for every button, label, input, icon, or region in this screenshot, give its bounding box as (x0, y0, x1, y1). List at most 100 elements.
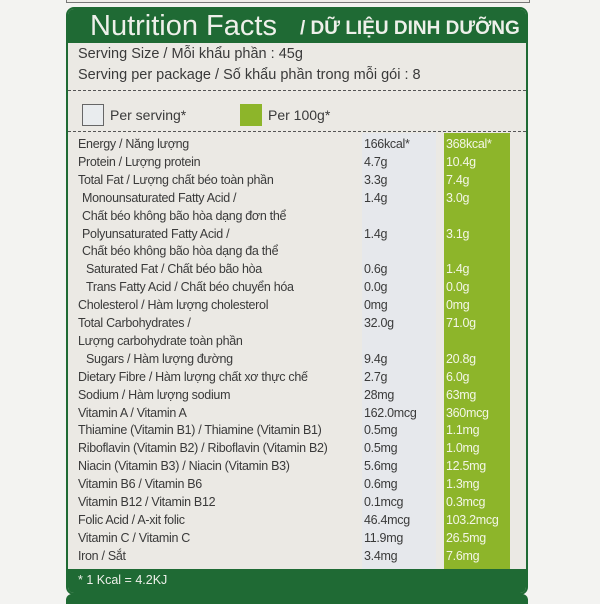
per-serving-value: 0.1mcg (364, 495, 404, 509)
nutrient-label: Iron / Sắt (78, 548, 126, 563)
title-english: Nutrition Facts (90, 10, 277, 42)
nutrient-label: Thiamine (Vitamin B1) / Thiamine (Vitami… (78, 423, 322, 438)
per-100g-value: 360mcg (446, 405, 489, 420)
per-serving-value: 2.7g (364, 369, 388, 384)
per-100g-value: 1.0mg (446, 441, 480, 456)
previous-panel-edge (66, 0, 530, 3)
per-100g-column (444, 133, 510, 569)
nutrient-row: Total Carbohydrates / 32.0g 71.0g (68, 316, 526, 334)
per-serving-value: 0.5mg (364, 441, 398, 456)
per-serving-value: 0.6mg (364, 477, 398, 492)
nutrient-row: Riboflavin (Vitamin B2) / Riboflavin (Vi… (68, 441, 526, 459)
per-100g-value: 63mg (446, 387, 477, 402)
title-vietnamese: / DỮ LIỆU DINH DƯỠNG (300, 18, 520, 39)
energy-conversion-note: * 1 Kcal = 4.2KJ (78, 573, 168, 587)
nutrient-label: Sugars / Hàm lượng đường (86, 351, 233, 366)
per-100g-value: 0.3mcg (446, 495, 486, 509)
per-serving-column (362, 133, 436, 569)
nutrient-row: Polyunsaturated Fatty Acid / 1.4g 3.1g (68, 227, 526, 245)
nutrient-label: Vitamin C / Vitamin C (78, 530, 191, 545)
per-100g-value: 6.0g (446, 369, 470, 384)
per-100g-label: Per 100g* (268, 107, 331, 123)
per-serving-value: 3.4mg (364, 548, 398, 563)
nutrient-label: Dietary Fibre / Hàm lượng chất xơ thực c… (78, 369, 308, 384)
nutrient-row: Total Fat / Lượng chất béo toàn phần 3.3g… (68, 173, 526, 191)
per-100g-value: 0mg (446, 298, 470, 313)
nutrient-row: Dietary Fibre / Hàm lượng chất xơ thực c… (68, 370, 526, 388)
nutrient-label: Chất béo không bão hòa dạng đơn thể (82, 208, 287, 223)
per-100g-value: 1.1mg (446, 423, 480, 438)
servings-per-package: Serving per package / Số khẩu phần trong… (78, 67, 421, 83)
per-100g-value: 7.6mg (446, 548, 480, 563)
nutrient-label: Chất béo không bão hòa dạng đa thể (82, 244, 279, 259)
serving-size: Serving Size / Mỗi khẩu phần : 45g (78, 46, 303, 62)
per-serving-value: 1.4g (364, 226, 388, 241)
nutrient-row: Thiamine (Vitamin B1) / Thiamine (Vitami… (68, 423, 526, 441)
nutrient-label: Sodium / Hàm lượng sodium (78, 387, 231, 402)
nutrient-row: Sugars / Hàm lượng đường 9.4g 20.8g (68, 352, 526, 370)
per-100g-value: 368kcal* (446, 137, 492, 151)
nutrient-row: Energy / Năng lượng 166kcal* 368kcal* (68, 137, 526, 155)
nutrient-label: Cholesterol / Hàm lượng cholesterol (78, 298, 269, 313)
nutrient-row: Monounsaturated Fatty Acid / 1.4g 3.0g (68, 191, 526, 209)
nutrient-row: Folic Acid / A-xit folic 46.4mcg 103.2mcg (68, 513, 526, 531)
nutrient-label: Saturated Fat / Chất béo bão hòa (86, 262, 262, 277)
divider (68, 90, 526, 91)
nutrient-label: Trans Fatty Acid / Chất béo chuyển hóa (86, 280, 294, 295)
nutrient-label: Total Carbohydrates / (78, 316, 191, 330)
nutrient-row: Chất béo không bão hòa dạng đa thể (68, 244, 526, 262)
nutrient-row: Vitamin B6 / Vitamin B6 0.6mg 1.3mg (68, 477, 526, 495)
per-100g-value: 0.0g (446, 280, 470, 295)
column-legend: Per serving* Per 100g* (68, 101, 526, 131)
nutrient-label: Riboflavin (Vitamin B2) / Riboflavin (Vi… (78, 441, 328, 456)
per-serving-value: 9.4g (364, 351, 388, 366)
nutrient-label: Total Fat / Lượng chất béo toàn phần (78, 172, 274, 187)
per-100g-value: 71.0g (446, 316, 476, 330)
nutrient-label: Lượng carbohydrate toàn phần (78, 333, 243, 348)
nutrient-label: Niacin (Vitamin B3) / Niacin (Vitamin B3… (78, 459, 290, 474)
per-serving-value: 4.7g (364, 154, 388, 169)
footer-note-bar: * 1 Kcal = 4.2KJ (68, 569, 526, 593)
per-serving-value: 0.6g (364, 262, 388, 277)
per-serving-value: 166kcal* (364, 137, 410, 151)
per-100g-value: 10.4g (446, 154, 476, 169)
next-panel-edge (66, 594, 528, 604)
per-100g-value: 7.4g (446, 172, 470, 187)
nutrient-label: Vitamin A / Vitamin A (78, 405, 187, 420)
nutrition-header: Nutrition Facts / DỮ LIỆU DINH DƯỠNG (68, 9, 526, 43)
nutrient-row: Chất béo không bão hòa dạng đơn thể (68, 209, 526, 227)
nutrient-label: Energy / Năng lượng (78, 137, 189, 151)
nutrient-label: Folic Acid / A-xit folic (78, 512, 185, 527)
per-serving-value: 0mg (364, 298, 388, 313)
nutrient-row: Vitamin B12 / Vitamin B12 0.1mcg 0.3mcg (68, 495, 526, 513)
per-100g-value: 12.5mg (446, 459, 486, 474)
per-100g-value: 3.0g (446, 190, 470, 205)
nutrient-row: Sodium / Hàm lượng sodium 28mg 63mg (68, 388, 526, 406)
per-serving-value: 11.9mg (364, 530, 403, 545)
nutrient-row: Trans Fatty Acid / Chất béo chuyển hóa 0.… (68, 280, 526, 298)
nutrient-label: Monounsaturated Fatty Acid / (82, 190, 237, 205)
nutrient-row: Lượng carbohydrate toàn phần (68, 334, 526, 352)
per-100g-value: 26.5mg (446, 530, 486, 545)
nutrient-label: Vitamin B12 / Vitamin B12 (78, 495, 216, 509)
per-serving-value: 46.4mcg (364, 512, 410, 527)
nutrient-label: Protein / Lượng protein (78, 154, 201, 169)
per-100g-swatch (240, 104, 262, 126)
nutrient-row: Saturated Fat / Chất béo bão hòa 0.6g 1.4g (68, 262, 526, 280)
per-100g-value: 103.2mcg (446, 512, 499, 527)
nutrient-row: Niacin (Vitamin B3) / Niacin (Vitamin B3… (68, 459, 526, 477)
nutrition-facts-panel: Nutrition Facts / DỮ LIỆU DINH DƯỠNG Ser… (66, 7, 528, 595)
per-serving-value: 32.0g (364, 316, 394, 330)
per-serving-value: 1.4g (364, 190, 388, 205)
nutrient-row: Cholesterol / Hàm lượng cholesterol 0mg 0m… (68, 298, 526, 316)
divider (68, 131, 526, 132)
per-serving-value: 0.0g (364, 280, 388, 295)
nutrient-row: Iron / Sắt 3.4mg 7.6mg (68, 549, 526, 567)
nutrient-row: Vitamin A / Vitamin A 162.0mcg 360mcg (68, 406, 526, 424)
per-100g-value: 1.3mg (446, 477, 480, 492)
per-serving-value: 0.5mg (364, 423, 398, 438)
nutrient-label: Vitamin B6 / Vitamin B6 (78, 477, 202, 492)
per-serving-value: 5.6mg (364, 459, 398, 474)
per-serving-swatch (82, 104, 104, 126)
per-100g-value: 20.8g (446, 351, 476, 366)
